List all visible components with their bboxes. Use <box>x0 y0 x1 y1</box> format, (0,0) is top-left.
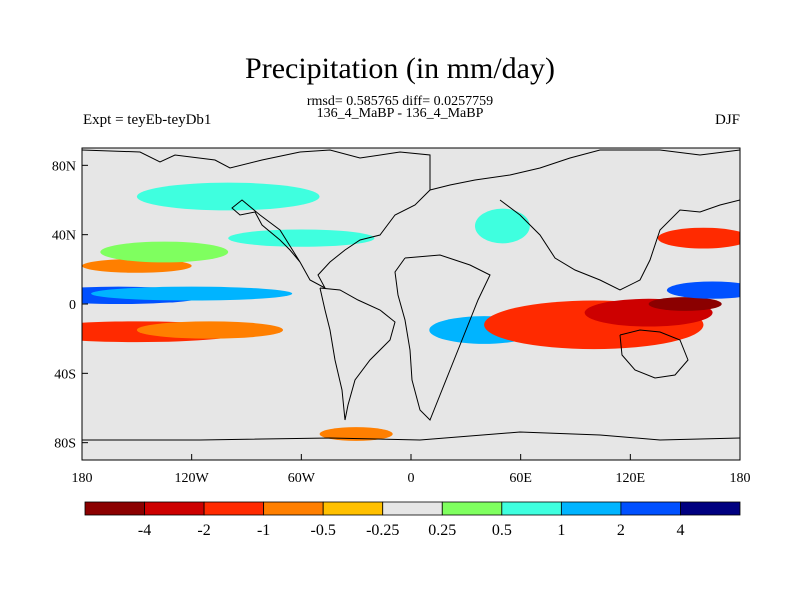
colorbar-swatch <box>620 501 681 516</box>
colorbar-swatch <box>263 501 324 516</box>
y-tick-label: 80N <box>52 159 76 174</box>
colorbar-label: 1 <box>557 522 565 539</box>
x-tick-label: 180 <box>72 471 93 486</box>
anomaly-region <box>319 427 393 441</box>
colorbar-label: 4 <box>676 522 684 539</box>
anomaly-region <box>228 229 375 247</box>
anomaly-layer <box>82 182 740 441</box>
colorbar-label: -0.5 <box>311 522 336 539</box>
colorbar-label: -1 <box>257 522 270 539</box>
y-tick-label: 80S <box>54 437 76 452</box>
anomaly-region <box>91 286 293 301</box>
coastline-antarctica <box>82 431 740 441</box>
coastline-africa <box>394 254 491 421</box>
colorbar-swatch <box>144 501 205 516</box>
x-tick-label: 60W <box>288 471 316 486</box>
colorbar-swatch <box>560 501 622 516</box>
colorbar-swatch <box>203 501 265 516</box>
colorbar-swatch <box>84 501 145 516</box>
x-tick-label: 120E <box>616 471 646 486</box>
colorbar-label: -4 <box>138 522 151 539</box>
anomaly-region <box>474 208 530 244</box>
colorbar: -4 -2 -1 -0.5 -0.25 0.25 0.5 1 2 4 <box>84 501 741 539</box>
anomaly-region <box>136 182 320 211</box>
experiment-label: Expt = teyEb-teyDb1 <box>83 112 212 128</box>
colorbar-label: 0.5 <box>492 522 512 539</box>
y-tick-label: 40S <box>54 367 76 382</box>
colorbar-swatch <box>441 501 503 516</box>
coastline-arctic <box>82 149 301 169</box>
anomaly-region <box>82 258 192 273</box>
colorbar-swatch <box>382 501 443 516</box>
season-label: DJF <box>714 112 740 128</box>
x-tick-label: 60E <box>509 471 532 486</box>
colorbar-label: -0.25 <box>366 522 399 539</box>
coastline-north-america <box>231 149 431 290</box>
colorbar-label: 2 <box>617 522 625 539</box>
anomaly-region <box>100 241 229 263</box>
coastline-south-america <box>319 287 396 421</box>
anomaly-region <box>648 297 722 311</box>
y-axis-ticks: 80N 40N 0 40S 80S <box>52 159 88 452</box>
anomaly-region <box>657 227 740 249</box>
coastline-eurasia <box>429 149 740 291</box>
plot-title: Precipitation (in mm/day) <box>245 52 555 85</box>
x-tick-label: 180 <box>730 471 751 486</box>
x-tick-label: 120W <box>175 471 210 486</box>
colorbar-label: -2 <box>197 522 210 539</box>
colorbar-swatch <box>501 501 562 516</box>
y-tick-label: 0 <box>69 298 76 313</box>
y-tick-label: 40N <box>52 229 76 244</box>
anomaly-region <box>666 281 740 299</box>
colorbar-label: 0.25 <box>428 522 456 539</box>
coastline-layer <box>82 149 740 441</box>
colorbar-swatch <box>680 501 741 516</box>
coastline-australia <box>619 329 689 379</box>
x-axis-ticks: 180 120W 60W 0 60E 120E 180 <box>72 454 751 486</box>
stats-label: rmsd= 0.585765 diff= 0.0257759 <box>306 94 494 109</box>
comparison-label: 136_4_MaBP - 136_4_MaBP <box>316 106 484 121</box>
colorbar-swatch <box>322 501 384 516</box>
map-plot-area <box>81 147 741 461</box>
anomaly-region <box>136 321 284 339</box>
x-tick-label: 0 <box>408 471 415 486</box>
